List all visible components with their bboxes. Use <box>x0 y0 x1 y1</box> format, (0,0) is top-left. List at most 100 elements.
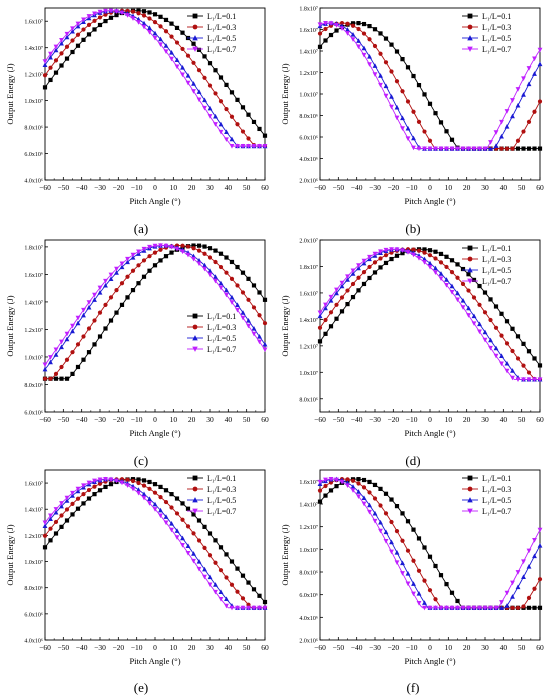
data-point <box>92 484 97 489</box>
data-point <box>394 79 400 84</box>
data-point <box>378 519 383 525</box>
data-point <box>213 589 218 595</box>
y-axis-label: Output Energy (J) <box>280 524 290 585</box>
data-point <box>202 75 207 80</box>
data-point <box>240 596 246 601</box>
data-point <box>422 260 427 265</box>
data-point <box>317 44 323 49</box>
data-point <box>75 320 81 326</box>
x-tick-label: 60 <box>536 643 544 652</box>
data-point <box>361 31 367 36</box>
data-point <box>334 290 339 296</box>
data-point <box>240 270 246 275</box>
chart-svg: −60 −50 −40 −30 −20 −10 0 10 20 30 40 50 60 2.0x10⁶ 4.… <box>280 7 544 207</box>
data-point <box>504 360 510 366</box>
data-point <box>229 114 235 119</box>
y-axis-label: Output Energy (J) <box>5 295 15 356</box>
data-point <box>427 248 433 253</box>
x-tick-label: −30 <box>369 415 381 424</box>
data-point <box>246 297 251 302</box>
y-tick-label: 1.6x10⁷ <box>299 28 318 34</box>
data-point <box>372 63 378 68</box>
x-tick-label: 20 <box>463 415 471 424</box>
data-point <box>361 269 367 275</box>
data-point <box>152 35 158 41</box>
data-point <box>81 17 86 23</box>
data-point <box>383 83 389 89</box>
data-point <box>196 89 202 94</box>
data-point <box>389 549 394 555</box>
data-point <box>515 138 521 143</box>
data-point <box>262 133 268 138</box>
legend-marker <box>467 278 473 284</box>
data-point <box>367 53 372 59</box>
x-tick-label: 50 <box>518 643 526 652</box>
data-point <box>361 258 367 264</box>
data-point <box>64 44 70 49</box>
data-point <box>427 260 433 266</box>
data-point <box>323 302 328 308</box>
data-point <box>510 594 515 599</box>
data-point <box>328 21 334 26</box>
data-point <box>251 283 257 288</box>
data-point <box>75 506 81 511</box>
data-point <box>86 326 92 331</box>
x-tick-label: 30 <box>206 643 214 652</box>
data-point <box>213 274 218 279</box>
data-point <box>70 323 75 329</box>
data-point <box>372 518 378 524</box>
legend-marker <box>467 35 473 41</box>
data-point <box>64 31 70 37</box>
data-point <box>48 526 53 531</box>
data-point <box>515 87 521 92</box>
data-point <box>125 274 130 279</box>
data-point <box>141 13 147 18</box>
data-point <box>400 57 405 62</box>
data-point <box>152 12 158 17</box>
x-tick-label: −40 <box>76 183 88 192</box>
data-point <box>235 144 240 149</box>
data-point <box>356 489 361 494</box>
y-tick-label: 8.0x10⁶ <box>24 383 43 389</box>
data-point <box>455 605 460 611</box>
data-point <box>59 51 64 56</box>
data-point <box>537 61 543 67</box>
x-tick-label: 10 <box>445 643 453 652</box>
data-point <box>81 491 86 497</box>
data-point <box>185 524 191 529</box>
data-point <box>141 24 147 30</box>
data-point <box>64 336 70 342</box>
data-point <box>229 294 235 300</box>
data-point <box>361 501 367 507</box>
data-point <box>218 121 224 127</box>
data-point <box>493 143 499 148</box>
data-point <box>345 31 350 36</box>
data-point <box>526 548 532 554</box>
data-point <box>394 504 400 509</box>
data-point <box>471 295 477 300</box>
data-point <box>510 375 515 381</box>
data-point <box>103 326 108 331</box>
data-point <box>141 495 147 501</box>
data-point <box>130 287 136 293</box>
data-point <box>48 513 53 519</box>
data-point <box>471 146 477 152</box>
data-point <box>394 550 400 555</box>
x-tick-label: −30 <box>369 183 381 192</box>
data-point <box>152 243 158 249</box>
data-point <box>356 288 361 293</box>
series-4 <box>42 243 268 368</box>
data-point <box>218 545 224 550</box>
data-point <box>405 65 411 70</box>
legend-entry-1: L₁/L=0.1 <box>482 12 511 21</box>
data-point <box>378 82 383 88</box>
data-point <box>119 480 125 486</box>
data-point <box>141 246 147 252</box>
data-point <box>86 14 92 19</box>
data-point <box>504 590 510 596</box>
data-point <box>372 510 378 516</box>
x-tick-label: −20 <box>112 415 124 424</box>
data-point <box>422 146 427 152</box>
data-point <box>416 248 422 253</box>
